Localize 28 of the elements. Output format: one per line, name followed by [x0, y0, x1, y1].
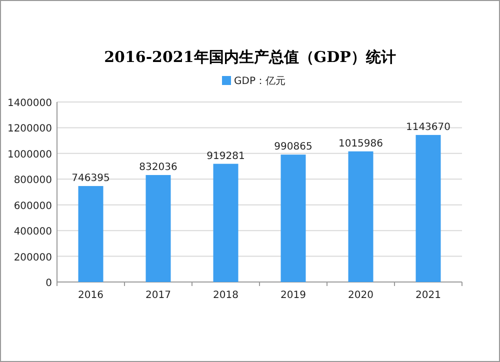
chart-title: 2016-2021年国内生产总值（GDP）统计 [104, 48, 396, 66]
data-label: 919281 [206, 150, 245, 162]
y-tick-label: 800000 [14, 175, 52, 186]
legend-label: GDP：亿元 [234, 76, 286, 87]
data-label: 1143670 [406, 122, 451, 133]
bar [280, 154, 306, 282]
y-tick-label: 0 [46, 278, 52, 289]
bar [213, 164, 238, 282]
y-tick-label: 400000 [14, 226, 52, 238]
bar [146, 175, 171, 282]
x-tick-label: 2021 [416, 290, 441, 301]
y-tick-label: 600000 [14, 200, 52, 212]
x-tick-label: 2016 [78, 290, 104, 301]
data-label: 990865 [274, 142, 312, 153]
y-tick-label: 1200000 [7, 124, 52, 135]
y-tick-label: 1400000 [7, 98, 52, 109]
data-label: 1015986 [338, 138, 384, 150]
x-tick-label: 2018 [213, 290, 238, 301]
bar [78, 186, 104, 282]
data-label: 832036 [139, 162, 178, 174]
data-label: 746395 [72, 173, 110, 184]
bar [348, 151, 374, 282]
y-tick-label: 200000 [14, 252, 52, 264]
x-tick-label: 2019 [280, 290, 306, 301]
x-tick-label: 2020 [348, 290, 374, 301]
y-tick-label: 1000000 [7, 149, 52, 160]
x-tick-label: 2017 [146, 290, 171, 301]
bar [416, 134, 441, 282]
